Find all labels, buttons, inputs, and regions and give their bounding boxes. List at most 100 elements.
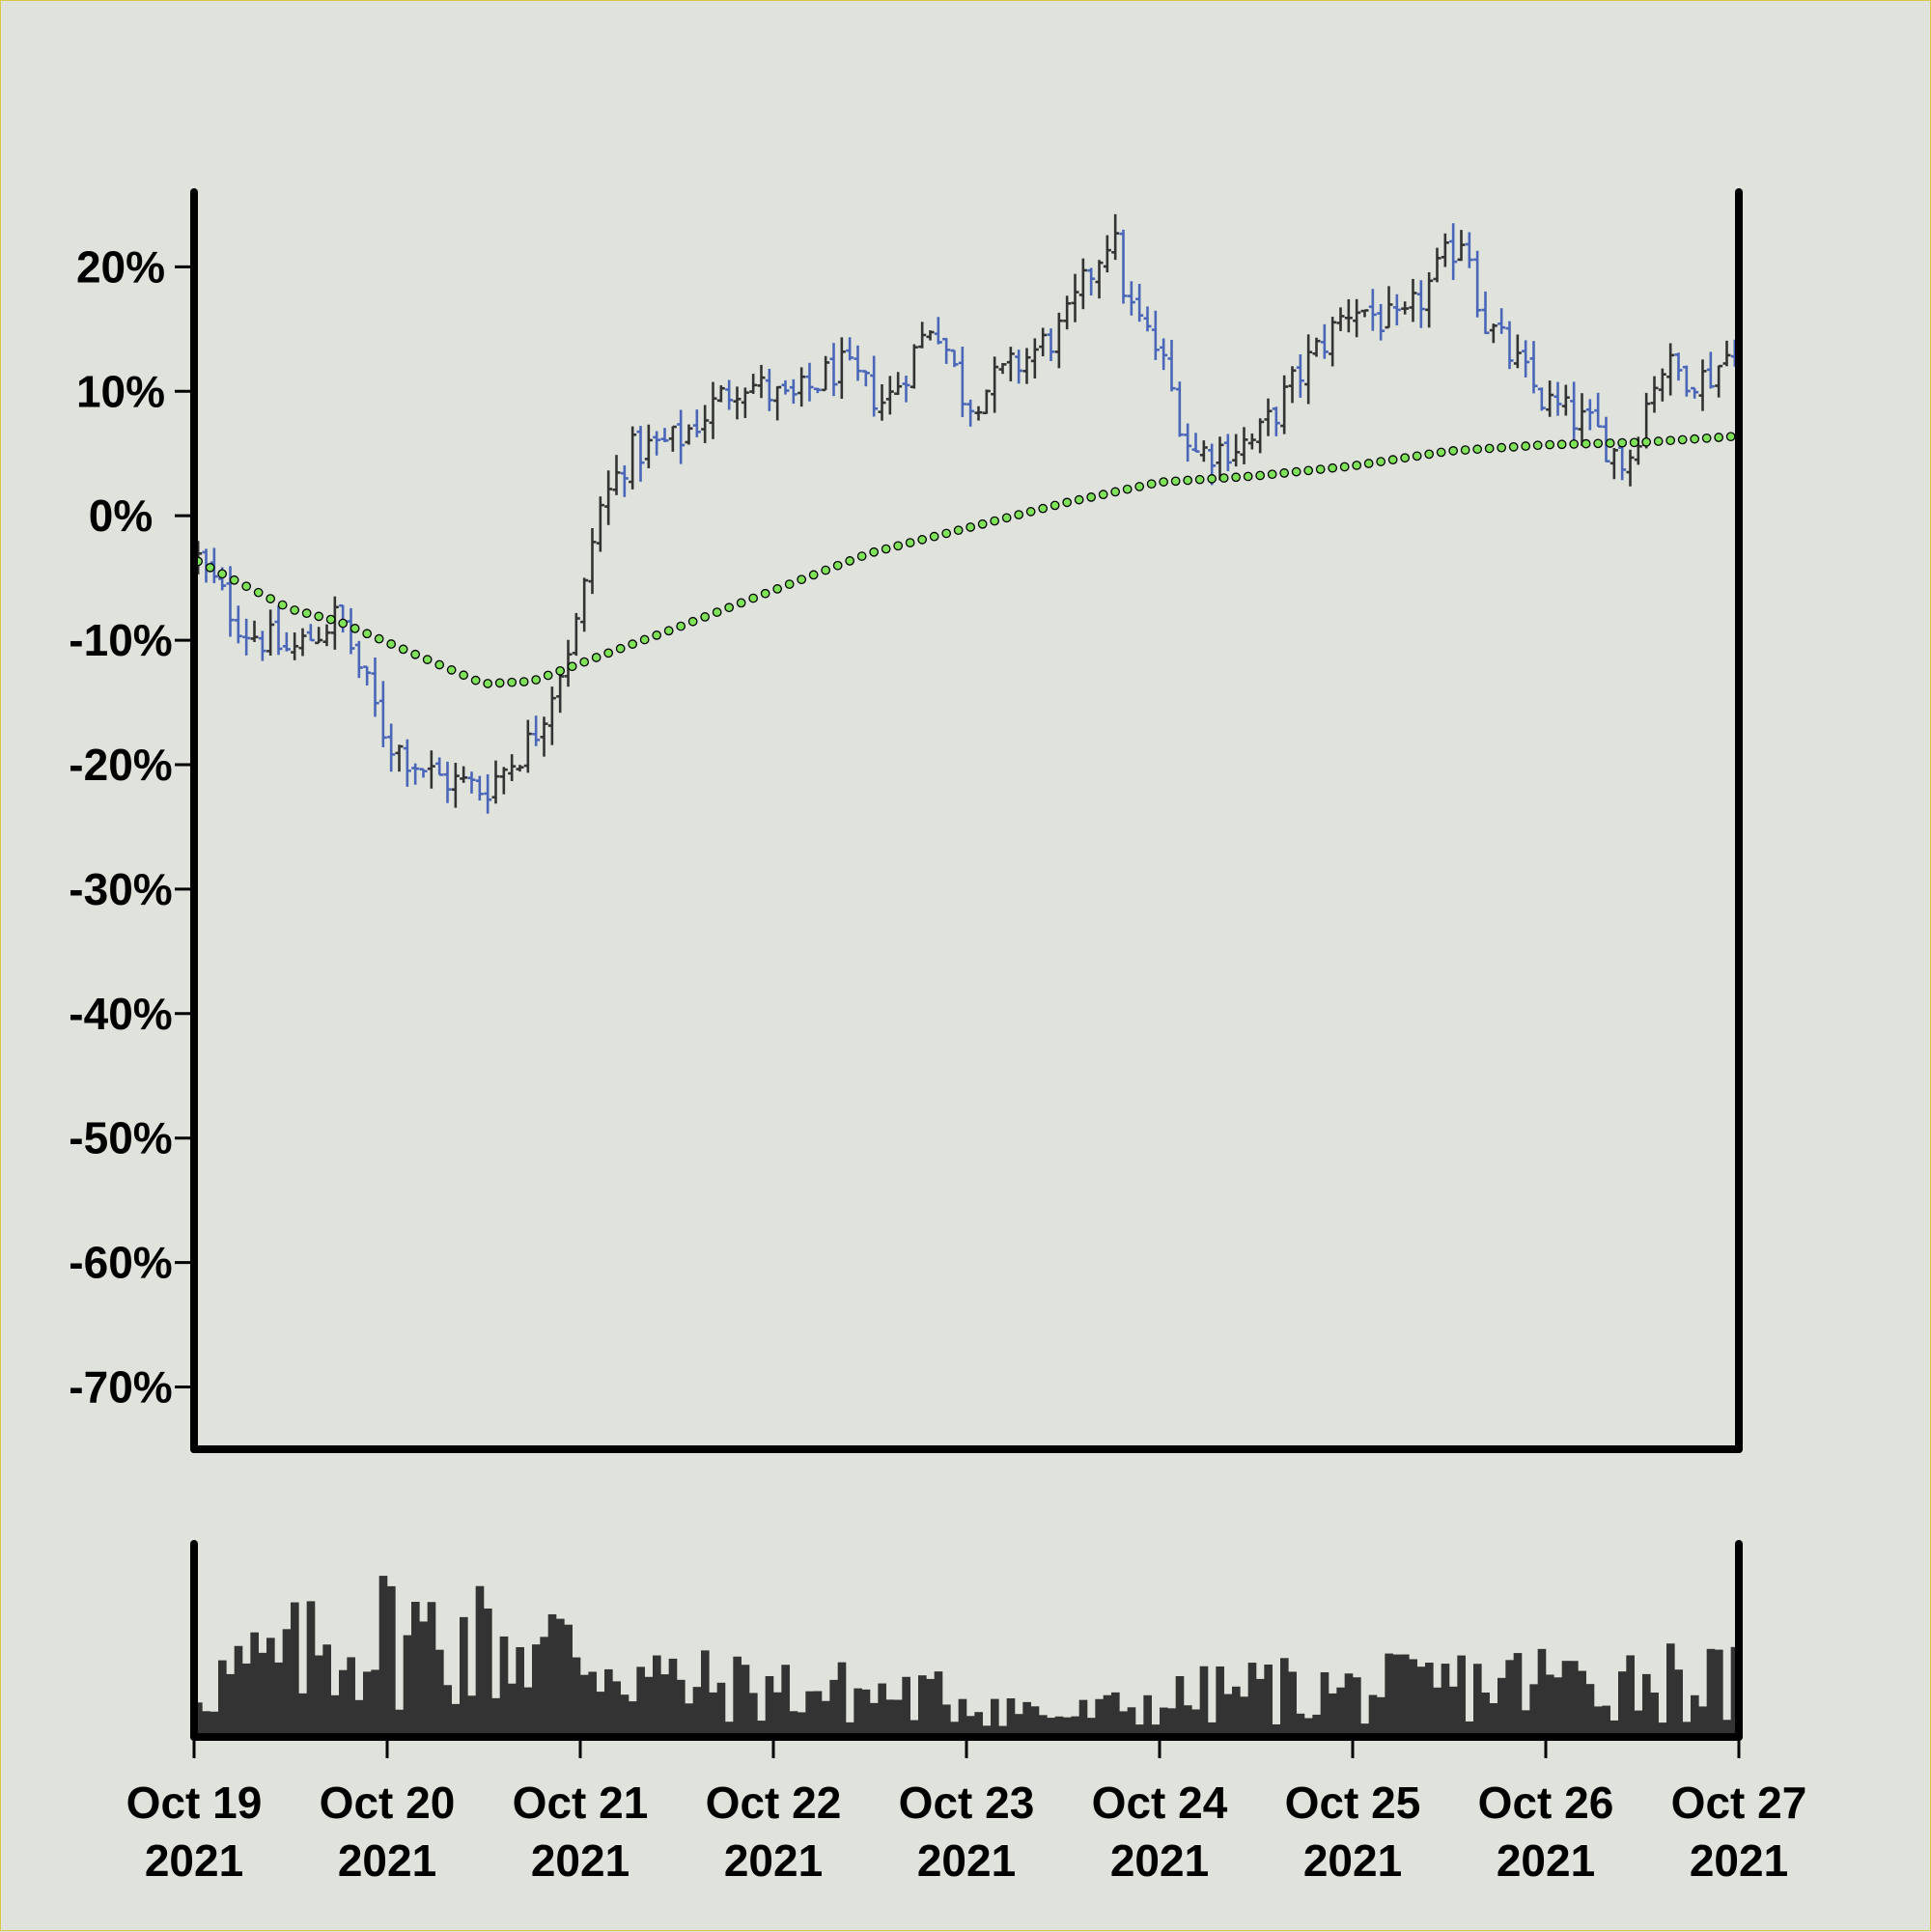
- volume-bar: [1353, 1677, 1361, 1737]
- volume-bar: [677, 1679, 686, 1737]
- ohlc-bar: [1715, 364, 1723, 398]
- moving-average-point: [1315, 464, 1326, 474]
- ohlc-bar: [1674, 352, 1683, 381]
- ohlc-bar: [1585, 399, 1594, 431]
- moving-average-point: [1183, 475, 1193, 486]
- moving-average-point: [470, 675, 481, 686]
- ohlc-bar: [910, 344, 918, 389]
- moving-average-point: [1508, 441, 1519, 452]
- volume-bar: [1691, 1694, 1699, 1737]
- moving-average-point: [1291, 466, 1301, 477]
- ohlc-bar: [1682, 365, 1691, 397]
- ohlc-bar: [1425, 271, 1434, 328]
- volume-bar: [1344, 1673, 1354, 1737]
- volume-bar: [1304, 1718, 1313, 1737]
- moving-average-point: [422, 655, 433, 664]
- volume-bar: [403, 1635, 412, 1737]
- volume-bar: [1425, 1663, 1434, 1737]
- ohlc-bar: [291, 632, 299, 660]
- x-tick-label-year: 2021: [338, 1835, 436, 1886]
- ohlc-bar: [1175, 381, 1184, 437]
- ohlc-bar: [1015, 350, 1023, 384]
- moving-average-point: [1521, 441, 1531, 451]
- volume-bar: [499, 1636, 509, 1737]
- moving-average-point: [483, 679, 493, 688]
- ohlc-bar: [266, 609, 275, 657]
- ohlc-bar: [378, 681, 387, 748]
- ohlc-bar: [854, 345, 862, 381]
- ohlc-bar: [516, 765, 524, 772]
- volume-bar: [942, 1704, 951, 1737]
- volume-bar: [1047, 1718, 1055, 1737]
- moving-average-point: [652, 630, 662, 640]
- volume-bar: [547, 1613, 557, 1737]
- volume-bar: [701, 1650, 710, 1737]
- volume-bar: [1039, 1715, 1048, 1737]
- y-tick-label: 10%: [76, 366, 165, 416]
- moving-average-point: [1436, 447, 1446, 458]
- volume-bar: [1497, 1677, 1506, 1737]
- ohlc-bar: [1087, 267, 1096, 296]
- ohlc-bar: [1553, 381, 1562, 416]
- volume-bar: [1682, 1722, 1692, 1737]
- volume-bar: [1602, 1705, 1610, 1737]
- moving-average-point: [1255, 470, 1266, 481]
- moving-average-point: [1218, 473, 1229, 483]
- ohlc-bar: [322, 624, 331, 647]
- ohlc-bar: [902, 376, 910, 403]
- moving-average-point: [1025, 507, 1036, 517]
- moving-average-point: [1339, 462, 1350, 472]
- ohlc-bar: [974, 406, 983, 421]
- volume-bar: [1264, 1664, 1273, 1737]
- ohlc-bar: [1473, 250, 1482, 318]
- moving-average-point: [1363, 459, 1374, 468]
- moving-average-point: [494, 678, 505, 688]
- moving-average-point: [832, 560, 843, 571]
- moving-average-point: [1014, 510, 1024, 519]
- ohlc-bar: [315, 627, 323, 645]
- ohlc-bar: [1546, 380, 1554, 417]
- moving-average-point: [760, 588, 770, 599]
- ohlc-bar: [942, 337, 951, 364]
- x-tick-label-year: 2021: [724, 1835, 823, 1886]
- ohlc-bar: [1329, 317, 1337, 367]
- moving-average-point: [567, 661, 577, 672]
- volume-bar: [378, 1576, 388, 1737]
- ohlc-bar: [1626, 449, 1635, 487]
- moving-average-point: [434, 659, 445, 670]
- moving-average-point: [241, 581, 252, 592]
- ohlc-bar: [1240, 427, 1248, 464]
- ohlc-bar: [998, 363, 1007, 375]
- moving-average-point: [687, 616, 698, 627]
- moving-average-point: [1134, 482, 1145, 491]
- volume-bar: [540, 1637, 548, 1737]
- moving-average-point: [362, 629, 373, 639]
- ohlc-bar: [789, 378, 798, 405]
- volume-bar: [588, 1671, 597, 1737]
- volume-bar: [1256, 1678, 1265, 1737]
- moving-average-point: [1665, 435, 1676, 446]
- moving-average-point: [1122, 484, 1133, 494]
- ohlc-bar: [499, 767, 508, 795]
- ohlc-bar: [918, 322, 927, 349]
- moving-average-point: [1412, 451, 1422, 462]
- volume-bar: [636, 1666, 645, 1737]
- ohlc-bar: [306, 624, 315, 642]
- volume-bar: [1401, 1654, 1410, 1737]
- y-tick-label: -10%: [69, 615, 172, 665]
- ohlc-bar: [556, 670, 565, 714]
- volume-bar: [475, 1585, 485, 1737]
- ohlc-bar: [757, 364, 766, 399]
- ohlc-bar: [1481, 291, 1490, 335]
- volume-bar: [781, 1665, 790, 1737]
- ohlc-bar: [467, 771, 476, 794]
- volume-bar: [572, 1657, 581, 1737]
- ohlc-bar: [822, 355, 830, 392]
- volume-bar: [523, 1687, 533, 1737]
- volume-bar: [387, 1585, 396, 1737]
- volume-bar: [1087, 1718, 1096, 1737]
- ohlc-bar: [1256, 418, 1265, 454]
- moving-average-point: [531, 675, 542, 685]
- volume-bar: [1594, 1706, 1603, 1737]
- ohlc-bar: [363, 665, 372, 686]
